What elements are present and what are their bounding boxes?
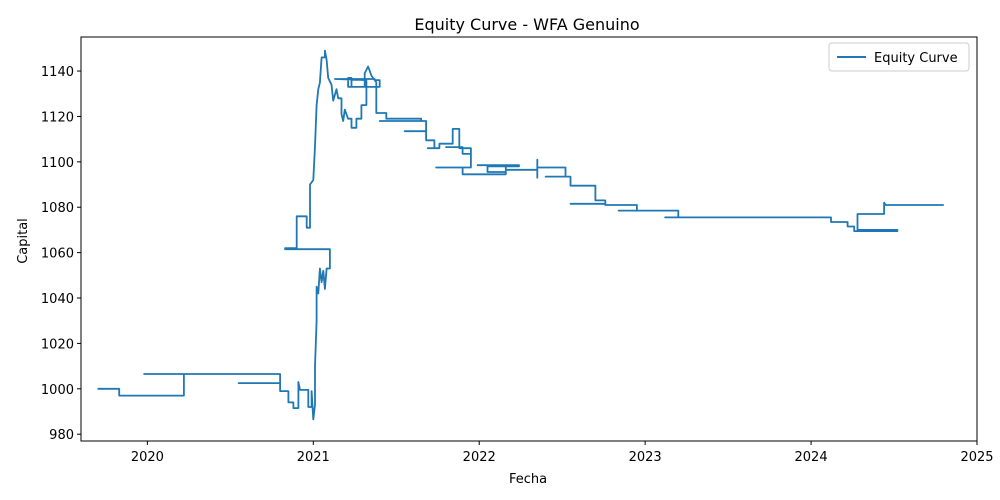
plot-area (80, 36, 978, 442)
y-axis: 980 1000 1020 1040 1060 1080 1100 1120 1140 (41, 65, 81, 443)
chart-title: Equity Curve - WFA Genuino (414, 15, 639, 34)
y-tick-label: 980 (49, 428, 74, 443)
legend-label: Equity Curve (874, 51, 958, 66)
legend-box (828, 42, 970, 72)
x-axis-label: Fecha (509, 472, 547, 487)
y-tick-label: 1080 (41, 201, 74, 216)
y-tick-label: 1140 (41, 65, 74, 80)
x-tick-label: 2024 (795, 450, 828, 465)
x-tick-label: 2025 (960, 450, 993, 465)
series-line-0 (97, 49, 944, 421)
y-tick-label: 1020 (41, 337, 74, 352)
x-tick-label: 2022 (463, 450, 496, 465)
x-tick-label: 2021 (297, 450, 330, 465)
y-tick-label: 1040 (41, 292, 74, 307)
y-tick-label: 1000 (41, 383, 74, 398)
x-axis: 2020 2021 2022 2023 2024 2025 (131, 441, 994, 465)
legend: Equity Curve (828, 42, 970, 72)
y-axis-label: Capital (16, 218, 31, 264)
y-tick-label: 1060 (41, 247, 74, 262)
y-tick-label: 1120 (41, 110, 74, 125)
plot-frame (80, 36, 978, 442)
x-tick-label: 2020 (131, 450, 164, 465)
x-tick-label: 2023 (629, 450, 662, 465)
y-tick-label: 1100 (41, 156, 74, 171)
